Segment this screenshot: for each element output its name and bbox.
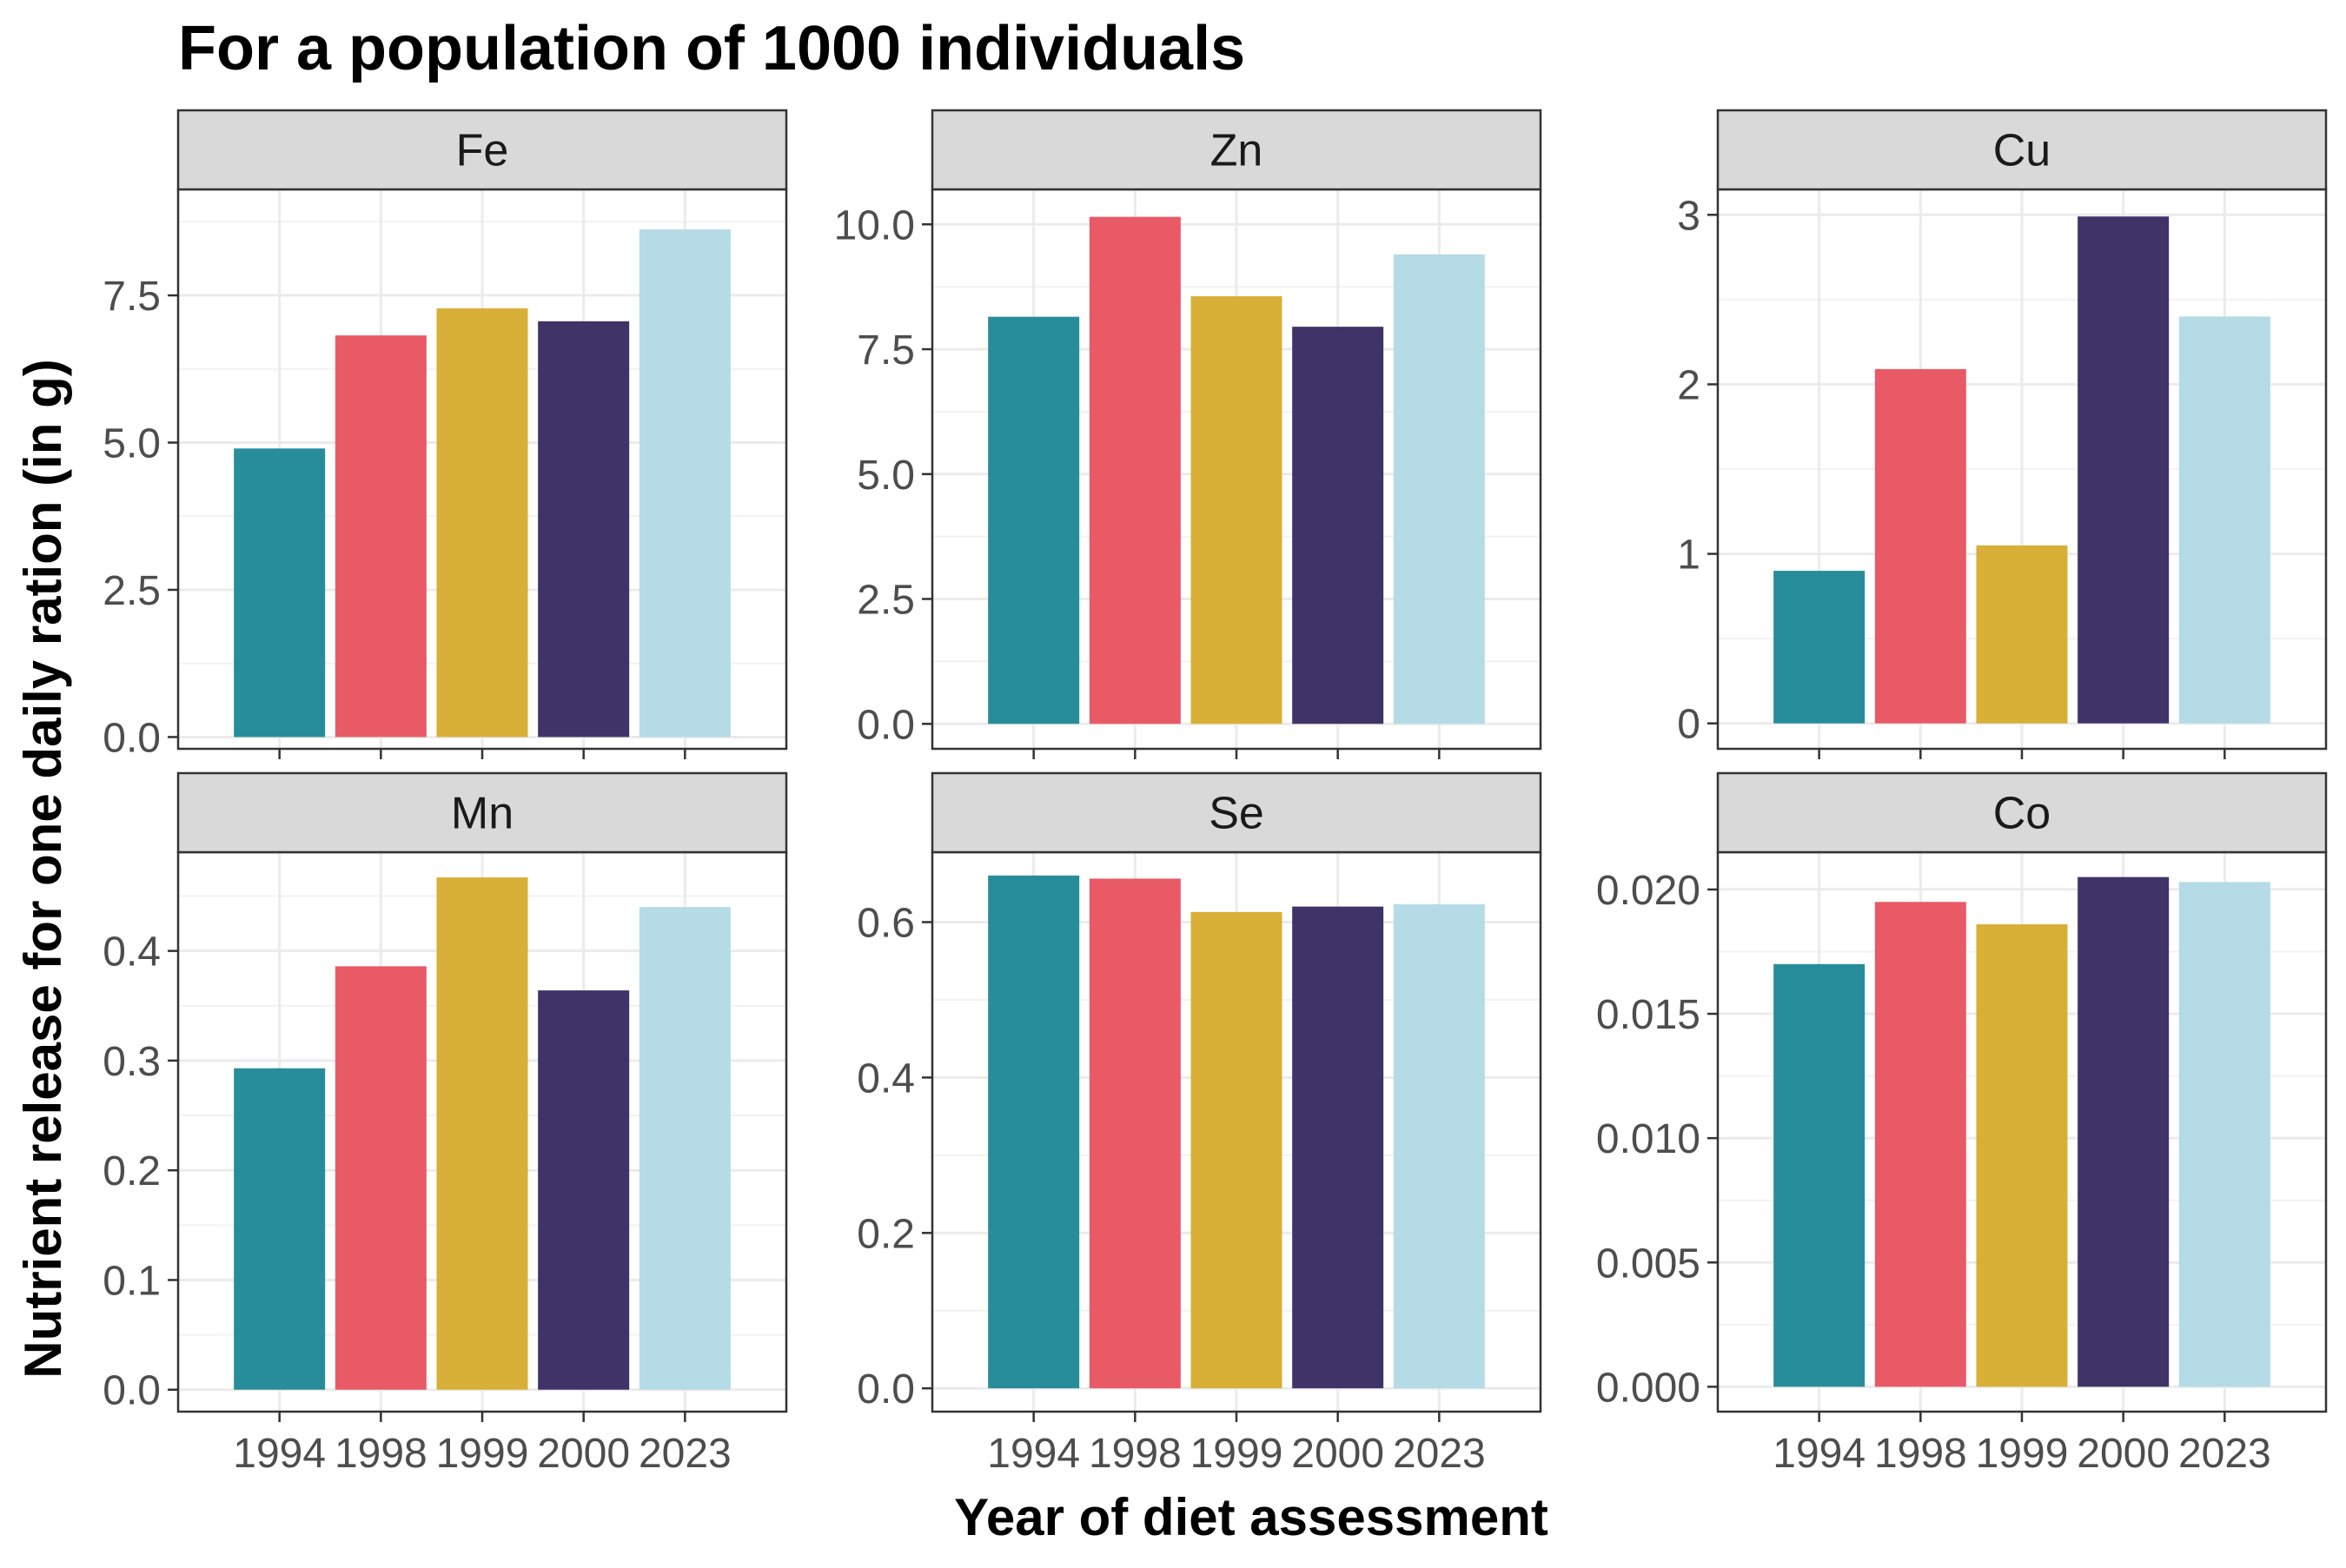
- x-tick-label: 2023: [1393, 1431, 1486, 1477]
- panel-se: 0.0 0.2 0.4 0.6 Se 1994 1998 1999 2000 2023: [857, 771, 1542, 1477]
- panel-zn: 0.0 2.5 5.0 7.5 10.0 Zn: [834, 109, 1542, 759]
- x-tick-label: 1999: [1190, 1431, 1283, 1477]
- y-tick-label: 10.0: [834, 202, 915, 248]
- bar-co-1994: [1773, 963, 1866, 1387]
- bar-co-2000: [2078, 877, 2170, 1387]
- y-tick-label: 0.000: [1596, 1365, 1700, 1411]
- strip-label-fe: Fe: [456, 126, 509, 176]
- y-axis-title: Nutrient release for one daily ration (i…: [14, 359, 72, 1379]
- x-tick-label: 1994: [1773, 1431, 1866, 1477]
- bar-cu-2023: [2178, 316, 2270, 724]
- y-tick-label: 2: [1677, 362, 1700, 408]
- x-tick-label: 2000: [2077, 1431, 2170, 1477]
- y-tick-label: 2.5: [857, 578, 915, 624]
- y-tick-label: 0.2: [857, 1211, 915, 1257]
- x-tick-label: 1999: [436, 1431, 529, 1477]
- panel-cu: 0 1 2 3 Cu: [1677, 109, 2328, 759]
- x-tick-label: 1994: [987, 1431, 1080, 1477]
- strip-cu: [1716, 109, 2328, 191]
- x-tick-label: 2023: [639, 1431, 732, 1477]
- y-tick-label: 0.3: [103, 1039, 161, 1085]
- bar-mn-1998: [335, 966, 427, 1390]
- y-tick-label: 1: [1677, 533, 1700, 579]
- y-tick-label: 5.0: [857, 453, 915, 499]
- y-tick-label: 0.0: [103, 1368, 161, 1414]
- strip-mn: [176, 771, 788, 854]
- bar-cu-1999: [1976, 545, 2068, 724]
- x-axis-title: Year of diet assessment: [954, 1488, 1548, 1546]
- bar-fe-1994: [234, 448, 326, 738]
- bar-mn-2000: [538, 990, 630, 1390]
- bar-zn-2023: [1393, 254, 1485, 724]
- y-tick-label: 0.4: [857, 1055, 915, 1102]
- bar-zn-1998: [1089, 216, 1181, 724]
- y-tick-label: 0.0: [103, 715, 161, 761]
- bar-mn-1999: [436, 877, 528, 1390]
- x-tick-label: 2023: [2178, 1431, 2271, 1477]
- bar-co-1999: [1976, 924, 2068, 1387]
- x-tick-label: 1998: [335, 1431, 427, 1477]
- bar-se-2000: [1292, 906, 1384, 1389]
- strip-label-mn: Mn: [451, 789, 514, 839]
- x-tick-label: 2000: [537, 1431, 630, 1477]
- y-tick-label: 0.020: [1596, 868, 1700, 914]
- bar-se-1998: [1089, 878, 1181, 1389]
- bar-mn-1994: [234, 1068, 326, 1390]
- strip-co: [1716, 771, 2328, 854]
- y-tick-label: 2.5: [103, 568, 161, 614]
- bar-cu-1994: [1773, 571, 1866, 724]
- y-tick-label: 0.4: [103, 930, 161, 976]
- x-tick-label: 2000: [1291, 1431, 1384, 1477]
- strip-fe: [176, 109, 788, 191]
- bar-se-1999: [1190, 911, 1282, 1389]
- y-tick-label: 7.5: [857, 327, 915, 374]
- bar-mn-2023: [639, 907, 731, 1390]
- bar-fe-2023: [639, 229, 731, 738]
- x-tick-label: 1998: [1874, 1431, 1967, 1477]
- bar-cu-2000: [2078, 216, 2170, 724]
- bar-zn-2000: [1292, 327, 1384, 724]
- y-tick-label: 0.6: [857, 901, 915, 947]
- bar-co-2023: [2178, 882, 2270, 1387]
- bar-fe-1999: [436, 308, 528, 738]
- y-tick-label: 0.2: [103, 1148, 161, 1194]
- x-tick-label: 1994: [233, 1431, 326, 1477]
- bar-fe-1998: [335, 335, 427, 738]
- y-tick-label: 0.010: [1596, 1116, 1700, 1162]
- strip-se: [931, 771, 1542, 854]
- bar-zn-1994: [988, 316, 1080, 724]
- bar-zn-1999: [1190, 296, 1282, 724]
- strip-label-cu: Cu: [1993, 126, 2051, 176]
- strip-label-co: Co: [1993, 789, 2051, 839]
- strip-label-zn: Zn: [1210, 126, 1263, 176]
- panel-mn: 0.0 0.1 0.2 0.3 0.4 Mn 1994 1998 1999 2000 2023: [103, 771, 788, 1477]
- bar-fe-2000: [538, 321, 630, 738]
- bar-se-1994: [988, 875, 1080, 1389]
- bar-cu-1998: [1874, 368, 1966, 724]
- bar-se-2023: [1393, 903, 1485, 1389]
- y-tick-label: 0.0: [857, 702, 915, 748]
- bar-co-1998: [1874, 902, 1966, 1387]
- strip-label-se: Se: [1209, 789, 1264, 839]
- y-tick-label: 3: [1677, 193, 1700, 239]
- y-tick-label: 0.1: [103, 1258, 161, 1304]
- facet-panels: 0.0 2.5 5.0 7.5 Fe 0.0 2.5 5.0 7.5 10.0 Zn 0 1 2 3 Cu 0.…: [103, 109, 2328, 1477]
- y-tick-label: 7.5: [103, 274, 161, 320]
- y-tick-label: 0: [1677, 702, 1700, 748]
- y-tick-label: 5.0: [103, 420, 161, 466]
- panel-fe: 0.0 2.5 5.0 7.5 Fe: [103, 109, 788, 761]
- strip-zn: [931, 109, 1542, 191]
- x-tick-label: 1999: [1976, 1431, 2069, 1477]
- x-tick-label: 1998: [1089, 1431, 1182, 1477]
- chart-title: For a population of 1000 individuals: [178, 14, 1245, 83]
- y-tick-label: 0.0: [857, 1366, 915, 1413]
- y-tick-label: 0.005: [1596, 1241, 1700, 1287]
- y-tick-label: 0.015: [1596, 992, 1700, 1038]
